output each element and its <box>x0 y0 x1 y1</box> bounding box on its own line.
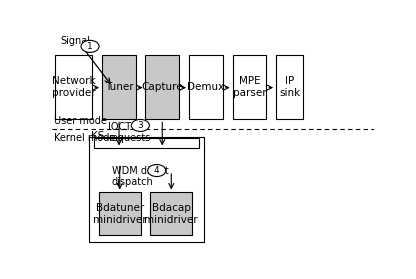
Circle shape <box>131 119 149 131</box>
Text: 4: 4 <box>154 166 160 175</box>
FancyBboxPatch shape <box>146 55 179 119</box>
Text: Bdacap
minidriver: Bdacap minidriver <box>144 203 198 225</box>
FancyBboxPatch shape <box>276 55 304 119</box>
Text: Demux: Demux <box>187 82 225 92</box>
Text: MPE
parser: MPE parser <box>233 76 266 98</box>
Text: WDM direct
dispatch: WDM direct dispatch <box>111 166 168 187</box>
Circle shape <box>81 40 99 52</box>
Text: Tuner: Tuner <box>104 82 133 92</box>
Text: Kernel mode: Kernel mode <box>54 133 115 143</box>
FancyBboxPatch shape <box>233 55 266 119</box>
Text: Bdatuner
minidriver: Bdatuner minidriver <box>93 203 146 225</box>
Text: Network
provider: Network provider <box>52 76 96 98</box>
Text: User mode: User mode <box>54 116 106 126</box>
Text: IOCTL
requests: IOCTL requests <box>109 122 151 143</box>
FancyBboxPatch shape <box>99 193 141 235</box>
Text: Capture: Capture <box>141 82 183 92</box>
Text: IP
sink: IP sink <box>279 76 300 98</box>
FancyBboxPatch shape <box>189 55 223 119</box>
Text: 3: 3 <box>137 121 143 130</box>
FancyBboxPatch shape <box>55 55 92 119</box>
Circle shape <box>148 165 166 177</box>
Text: KS: KS <box>91 131 104 141</box>
Text: Signal: Signal <box>60 36 90 46</box>
Text: 1: 1 <box>87 42 93 51</box>
FancyBboxPatch shape <box>102 55 136 119</box>
FancyBboxPatch shape <box>150 193 192 235</box>
